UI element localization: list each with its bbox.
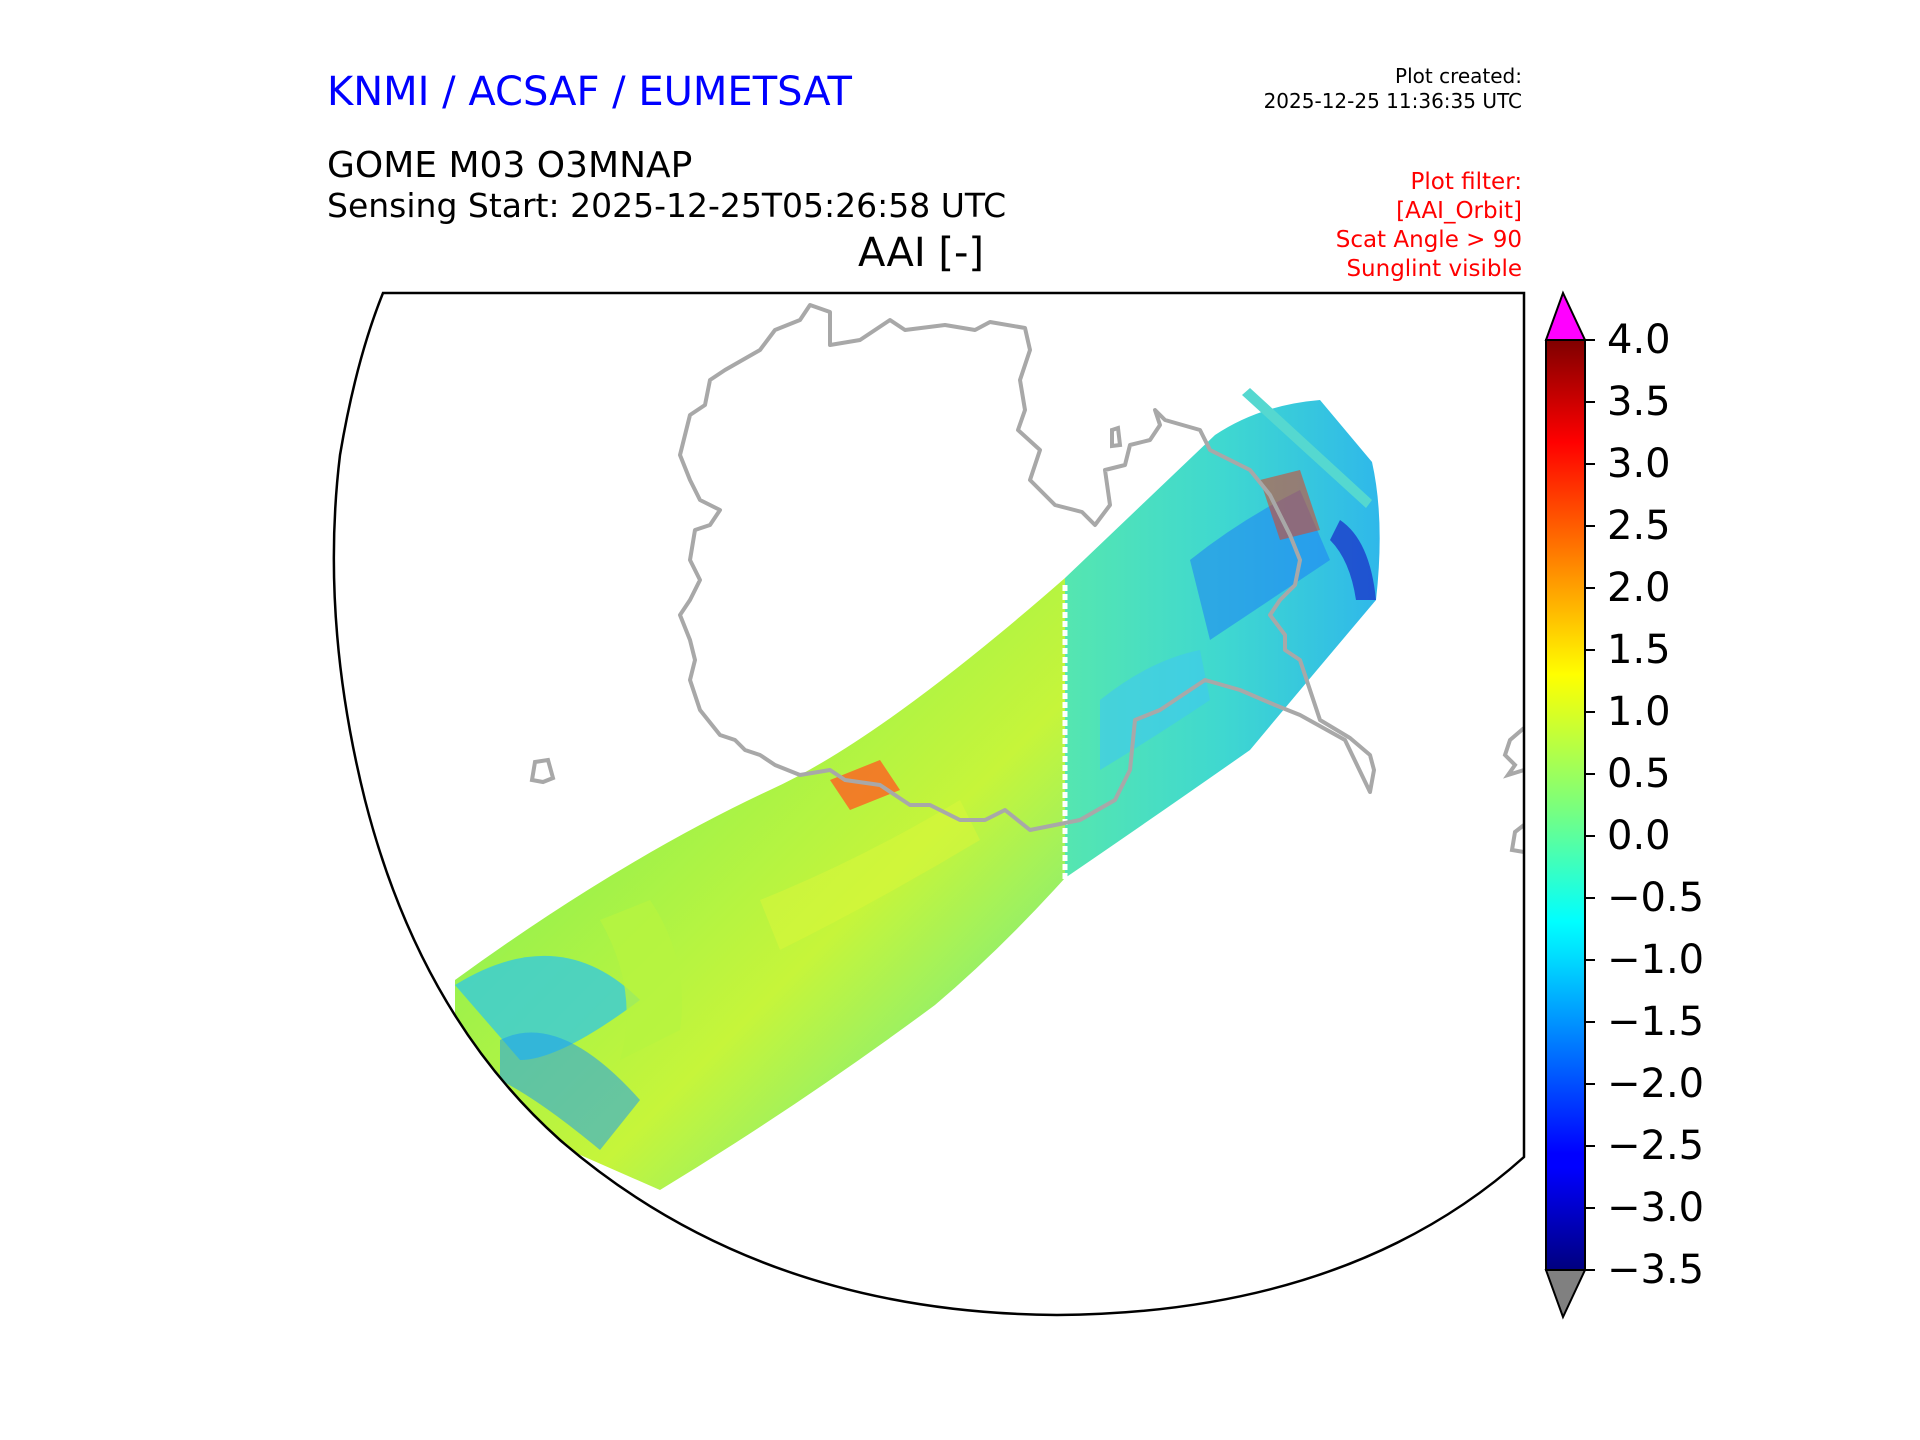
colorbar-gradient: [1545, 339, 1586, 1271]
colorbar-over-triangle: [1544, 290, 1587, 341]
colorbar-under-triangle: [1544, 1269, 1587, 1320]
colorbar-tick-label: 3.5: [1607, 379, 1671, 425]
colorbar-tick-label: 1.5: [1607, 627, 1671, 673]
colorbar-ticks: [1585, 339, 1595, 1271]
colorbar-tick-label: 0.0: [1607, 813, 1671, 859]
colorbar-tick-label: −1.0: [1607, 937, 1705, 983]
plot-filter: Plot filter: [AAI_Orbit] Scat Angle > 90…: [1336, 168, 1522, 284]
filter-line-scat-angle: Scat Angle > 90: [1335, 227, 1522, 253]
colorbar-tick-label: −3.5: [1607, 1247, 1705, 1293]
data-swath-lower-band: [600, 900, 682, 1060]
data-swath-lower-band: [830, 760, 900, 810]
coastline-greenland: [678, 303, 1376, 832]
data-swath-lower: [455, 578, 1065, 1190]
colorbar-tick-label: 2.0: [1607, 565, 1671, 611]
data-swath-lower-band: [500, 1032, 640, 1150]
quantity-title: AAI [-]: [858, 230, 984, 276]
colorbar-tick-label: 1.0: [1607, 689, 1671, 735]
plot-created: Plot created: 2025-12-25 11:36:35 UTC: [1264, 64, 1522, 114]
colorbar-tick-label: −2.5: [1607, 1123, 1705, 1169]
sensing-start: Sensing Start: 2025-12-25T05:26:58 UTC: [327, 186, 1007, 225]
colorbar-tick-label: 2.5: [1607, 503, 1671, 549]
data-swath-upper-band: [1330, 520, 1376, 600]
colorbar-tick-label: −2.0: [1607, 1061, 1705, 1107]
colorbar-tick-label: 0.5: [1607, 751, 1671, 797]
filter-line-sunglint: Sunglint visible: [1346, 256, 1522, 282]
colorbar-tick-label: 4.0: [1607, 317, 1671, 363]
coastline-east-1: [1502, 726, 1524, 779]
organization-title: KNMI / ACSAF / EUMETSAT: [327, 69, 852, 115]
coastline-island-north: [1110, 425, 1123, 449]
data-swath-strip: [1242, 388, 1372, 508]
map-boundary: [332, 291, 1526, 1317]
filter-line-orbit: [AAI_Orbit]: [1396, 198, 1522, 224]
colorbar-tick-label: −0.5: [1607, 875, 1705, 921]
colorbar-tick-label: −3.0: [1607, 1185, 1705, 1231]
product-title: GOME M03 O3MNAP: [327, 145, 693, 186]
coastline-island-west: [529, 757, 556, 785]
colorbar-tick-label: −1.5: [1607, 999, 1705, 1045]
filter-line-title: Plot filter:: [1410, 169, 1522, 195]
coastline-east-2: [1509, 823, 1524, 854]
map-content: [455, 303, 1524, 1190]
colorbar-tick-label: 3.0: [1607, 441, 1671, 487]
plot-created-time: 2025-12-25 11:36:35 UTC: [1263, 89, 1522, 113]
data-swath-lower-band: [760, 800, 980, 950]
plot-created-label: Plot created:: [1395, 64, 1522, 88]
data-swath-upper-band: [1260, 470, 1320, 540]
data-swath-lower-band: [455, 955, 640, 1060]
